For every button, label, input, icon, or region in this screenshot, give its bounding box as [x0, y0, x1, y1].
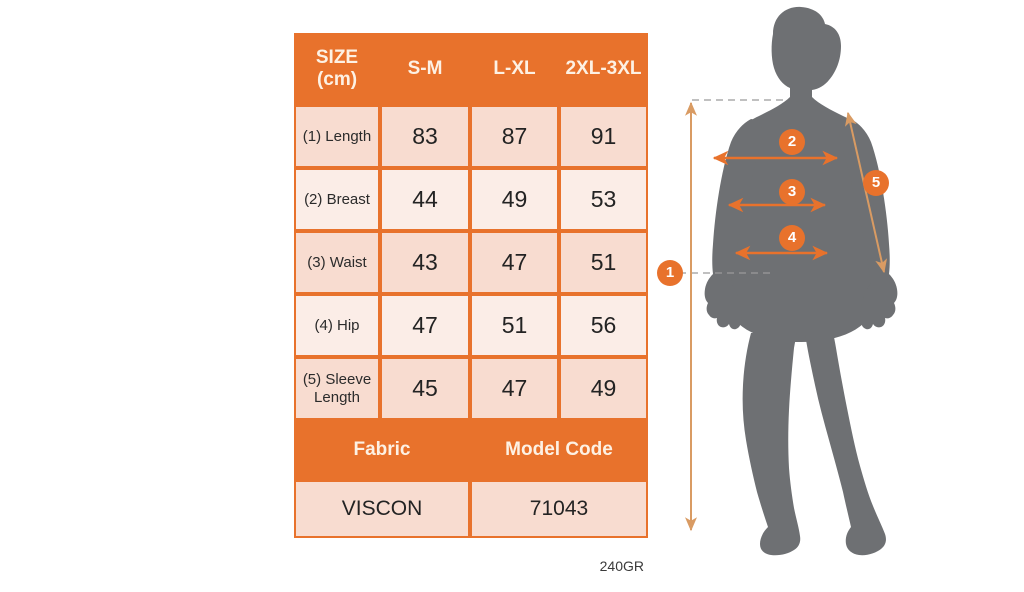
- measure-badge-5: 5: [863, 170, 889, 196]
- measurement-arrows-overlay: [679, 99, 888, 532]
- cell-breast-s-m: 44: [380, 168, 470, 231]
- table-row: (1) Length 83 87 91: [294, 105, 648, 168]
- table-header-row: SIZE (cm) S-M L-XL 2XL-3XL: [294, 33, 648, 105]
- mannequin-figure-area: 1 2 3 4 5: [655, 0, 955, 592]
- table-footer-value-row: VISCON 71043: [294, 480, 648, 538]
- table-row: (4) Hip 47 51 56: [294, 294, 648, 357]
- cell-waist-l-xl: 47: [470, 231, 559, 294]
- table-footer-header-row: Fabric Model Code: [294, 420, 648, 480]
- measure-badge-3: 3: [779, 179, 805, 205]
- measure-badge-4: 4: [779, 225, 805, 251]
- measure-arrow-5-sleeve-length: [844, 111, 888, 274]
- header-cell-size: SIZE (cm): [294, 33, 380, 105]
- fabric-weight-note: 240GR: [599, 558, 644, 574]
- measure-badge-2: 2: [779, 129, 805, 155]
- row-label-waist: (3) Waist: [294, 231, 380, 294]
- header-cell-s-m: S-M: [380, 33, 470, 105]
- cell-waist-s-m: 43: [380, 231, 470, 294]
- row-label-hip: (4) Hip: [294, 294, 380, 357]
- cell-length-s-m: 83: [380, 105, 470, 168]
- cell-sleeve-length-2xl-3xl: 49: [559, 357, 648, 420]
- header-cell-2xl-3xl: 2XL-3XL: [559, 33, 648, 105]
- table-row: (3) Waist 43 47 51: [294, 231, 648, 294]
- cell-length-2xl-3xl: 91: [559, 105, 648, 168]
- table-row: (5) Sleeve Length 45 47 49: [294, 357, 648, 420]
- row-label-breast: (2) Breast: [294, 168, 380, 231]
- row-label-length: (1) Length: [294, 105, 380, 168]
- size-chart-table-container: SIZE (cm) S-M L-XL 2XL-3XL (1) Length 83…: [294, 33, 648, 538]
- table-row: (2) Breast 44 49 53: [294, 168, 648, 231]
- cell-breast-2xl-3xl: 53: [559, 168, 648, 231]
- row-label-sleeve-length: (5) Sleeve Length: [294, 357, 380, 420]
- header-cell-model-code: Model Code: [470, 420, 648, 480]
- cell-sleeve-length-l-xl: 47: [470, 357, 559, 420]
- cell-hip-l-xl: 51: [470, 294, 559, 357]
- cell-model-code-value: 71043: [470, 480, 648, 538]
- cell-length-l-xl: 87: [470, 105, 559, 168]
- header-cell-l-xl: L-XL: [470, 33, 559, 105]
- header-cell-fabric: Fabric: [294, 420, 470, 480]
- cell-waist-2xl-3xl: 51: [559, 231, 648, 294]
- cell-hip-s-m: 47: [380, 294, 470, 357]
- cell-sleeve-length-s-m: 45: [380, 357, 470, 420]
- cell-breast-l-xl: 49: [470, 168, 559, 231]
- cell-hip-2xl-3xl: 56: [559, 294, 648, 357]
- size-chart-table: SIZE (cm) S-M L-XL 2XL-3XL (1) Length 83…: [294, 33, 648, 538]
- cell-fabric-value: VISCON: [294, 480, 470, 538]
- measure-badge-1: 1: [657, 260, 683, 286]
